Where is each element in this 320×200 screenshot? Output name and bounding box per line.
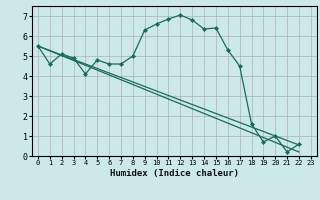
X-axis label: Humidex (Indice chaleur): Humidex (Indice chaleur) [110,169,239,178]
